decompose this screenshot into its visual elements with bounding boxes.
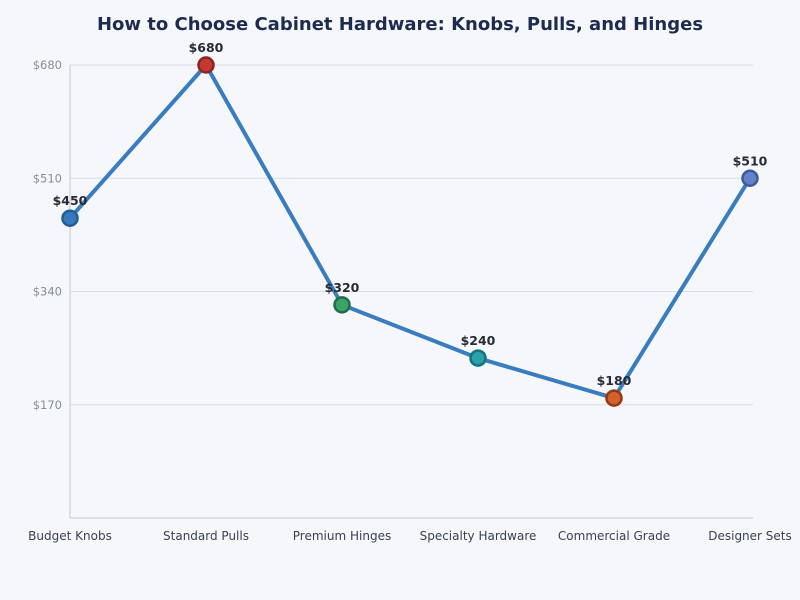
data-point-layer: [61, 56, 759, 407]
axis-spine-layer: [69, 65, 753, 519]
data-point-marker: [469, 349, 487, 367]
data-point-label: $180: [597, 373, 632, 388]
x-tick-label: Specialty Hardware: [420, 529, 537, 543]
y-tick-label: $340: [33, 285, 62, 299]
data-point-label: $450: [53, 193, 88, 208]
x-tick-label: Budget Knobs: [28, 529, 112, 543]
x-axis-tick-layer: Budget Knobs Standard Pulls Premium Hinges…: [28, 529, 792, 543]
x-tick-label: Standard Pulls: [163, 529, 249, 543]
data-point-label: $240: [461, 333, 496, 348]
data-point-label: $320: [325, 280, 360, 295]
x-tick-label: Designer Sets: [708, 529, 792, 543]
chart-title: How to Choose Cabinet Hardware: Knobs, P…: [97, 14, 703, 35]
data-label-layer: $450 $680 $320 $240 $180 $510: [53, 40, 768, 388]
series-line: [68, 63, 752, 401]
y-tick-label: $680: [33, 58, 62, 72]
gridline-layer: [70, 64, 753, 406]
x-tick-label: Commercial Grade: [558, 529, 670, 543]
data-point-label: $510: [733, 153, 768, 168]
data-point-marker: [333, 296, 351, 314]
data-point-marker: [741, 169, 759, 187]
y-tick-label: $170: [33, 398, 62, 412]
line-series-layer: [68, 63, 752, 401]
data-point-marker: [61, 209, 79, 227]
data-point-marker: [197, 56, 215, 74]
x-tick-label: Premium Hinges: [293, 529, 391, 543]
y-axis-tick-layer: $170 $340 $510 $680: [33, 58, 62, 412]
data-point-label: $680: [189, 40, 224, 55]
data-point-marker: [605, 389, 623, 407]
y-tick-label: $510: [33, 171, 62, 185]
